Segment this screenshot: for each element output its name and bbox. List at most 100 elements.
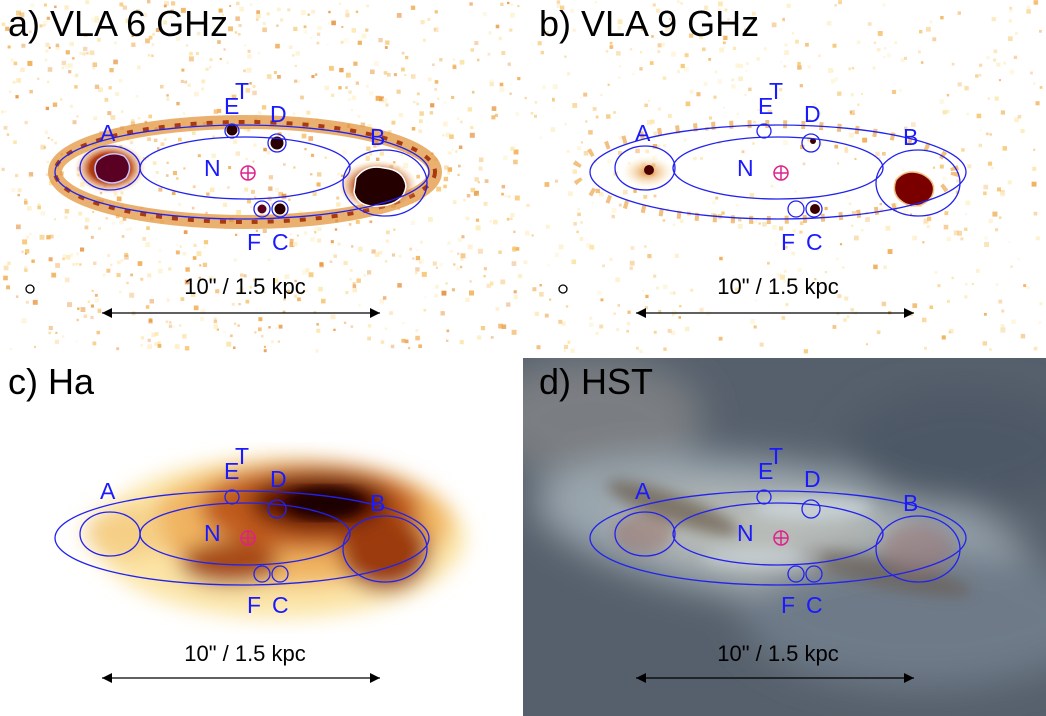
noise-speck (483, 275, 486, 278)
noise-speck (1020, 129, 1025, 134)
noise-speck (1000, 327, 1006, 333)
noise-speck (837, 294, 842, 299)
noise-speck (349, 269, 353, 272)
noise-speck (110, 115, 116, 120)
noise-speck (164, 138, 167, 141)
noise-speck (441, 290, 447, 296)
noise-speck (357, 115, 361, 118)
noise-speck (68, 70, 72, 74)
noise-speck (345, 13, 350, 18)
noise-speck (34, 345, 36, 348)
noise-speck (988, 161, 993, 166)
noise-speck (16, 224, 21, 230)
noise-speck (832, 43, 837, 48)
noise-speck (1008, 19, 1012, 23)
noise-speck (754, 299, 757, 302)
scale-bar (636, 308, 914, 318)
noise-speck (252, 85, 256, 88)
noise-speck (398, 254, 402, 258)
noise-speck (238, 303, 241, 306)
noise-speck (61, 66, 65, 70)
noise-speck (645, 294, 649, 299)
noise-speck (489, 220, 492, 223)
noise-speck (458, 164, 461, 168)
noise-speck (378, 250, 383, 255)
noise-speck (776, 272, 782, 278)
noise-speck (262, 27, 267, 33)
noise-speck (54, 5, 57, 9)
noise-speck (849, 110, 855, 115)
noise-speck (148, 319, 153, 324)
noise-speck (176, 36, 181, 41)
noise-speck (845, 195, 850, 199)
noise-speck (122, 5, 127, 10)
knot-f (256, 203, 268, 215)
region-overlay (54, 489, 430, 586)
noise-speck (541, 26, 545, 29)
noise-speck (324, 85, 330, 91)
noise-speck (373, 144, 377, 148)
noise-speck (669, 18, 672, 21)
noise-speck (140, 336, 145, 340)
noise-speck (159, 23, 162, 26)
noise-speck (735, 204, 739, 207)
noise-speck (283, 163, 286, 166)
region-label-b: B (370, 490, 386, 516)
region-label-e: E (224, 93, 240, 119)
noise-speck (900, 58, 905, 63)
noise-speck (491, 115, 496, 120)
noise-speck (24, 200, 28, 205)
noise-speck (872, 66, 876, 70)
noise-speck (54, 339, 60, 344)
noise-speck (676, 70, 681, 74)
noise-speck (1026, 9, 1031, 14)
noise-speck (10, 58, 14, 62)
noise-speck (734, 287, 739, 292)
region-a-circle (79, 145, 141, 191)
noise-speck (419, 119, 423, 123)
noise-speck (617, 19, 623, 25)
noise-speck (732, 46, 737, 50)
panel-a-image (1, 0, 523, 353)
noise-speck (263, 147, 267, 152)
noise-speck (90, 235, 94, 239)
noise-speck (209, 58, 213, 62)
region-d-circle (267, 499, 287, 519)
noise-speck (386, 230, 390, 235)
noise-speck (331, 93, 335, 97)
noise-speck (371, 249, 376, 254)
noise-speck (457, 173, 460, 176)
noise-speck (84, 217, 90, 223)
region-label-n: N (737, 155, 754, 181)
knot-d (810, 138, 816, 144)
noise-speck (735, 63, 740, 68)
noise-speck (547, 263, 550, 267)
noise-speck (967, 164, 972, 169)
noise-speck (222, 202, 228, 207)
noise-speck (51, 272, 57, 278)
noise-speck (115, 92, 120, 97)
noise-speck (339, 67, 344, 73)
noise-speck (129, 140, 134, 145)
noise-speck (234, 322, 237, 325)
noise-speck (482, 11, 488, 17)
noise-speck (951, 276, 954, 280)
noise-speck (926, 224, 930, 229)
noise-speck (807, 137, 812, 142)
noise-speck (526, 203, 530, 207)
noise-speck (340, 40, 344, 44)
noise-speck (783, 140, 788, 146)
noise-speck (250, 205, 253, 209)
noise-speck (116, 273, 121, 278)
noise-speck (351, 95, 356, 100)
noise-speck (39, 234, 45, 240)
noise-speck (434, 80, 439, 84)
noise-speck (255, 18, 259, 21)
noise-speck (398, 112, 403, 117)
noise-speck (684, 326, 690, 332)
noise-speck (29, 232, 32, 236)
noise-speck (179, 245, 182, 248)
noise-speck (228, 166, 232, 169)
noise-speck (365, 84, 369, 88)
noise-speck (409, 247, 413, 251)
